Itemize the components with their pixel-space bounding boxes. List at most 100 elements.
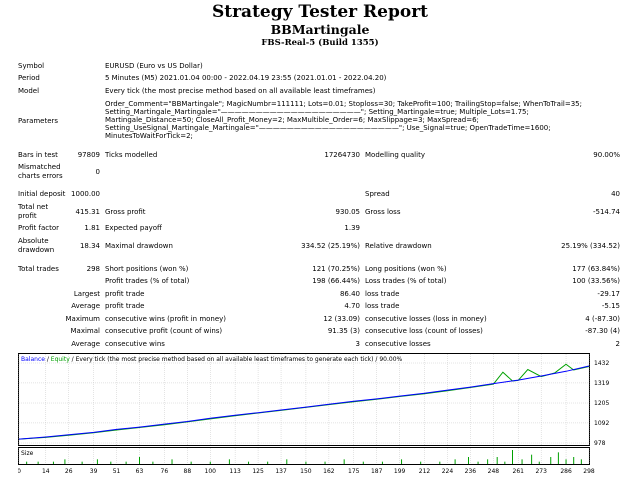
legend-sep: / — [45, 356, 51, 363]
server-build: FBS-Real-5 (Build 1355) — [261, 38, 379, 48]
x-axis-labels: 0 14 26 39 51 63 76 88 100 113 125 137 150 162 175 187 1… — [18, 468, 595, 475]
grossloss-label: Gross loss — [365, 208, 401, 216]
reldd-value: 25.19% (334.52) — [561, 242, 620, 250]
absdd-value: 18.34 — [79, 242, 100, 250]
x-tick-label: 39 — [90, 468, 98, 475]
size-grid — [18, 448, 590, 464]
reldd-label: Relative drawdown — [365, 242, 432, 250]
netprofit-value: 415.31 — [75, 208, 101, 216]
y-tick-label: 1092 — [594, 420, 609, 427]
maximal-label: Maximal — [70, 327, 100, 335]
y-tick-label: 1319 — [594, 380, 609, 387]
average-pt-value: 4.70 — [344, 302, 360, 310]
parameters-value: Order_Comment="BBMartingale"; MagicNumbr… — [105, 100, 582, 140]
size-label: Size — [21, 450, 34, 457]
x-tick-label: 187 — [371, 468, 383, 475]
max-cw-value: 12 (33.09) — [323, 315, 360, 323]
lt-label: Loss trades (% of total) — [365, 277, 447, 285]
deposit-label: Initial deposit — [18, 190, 66, 198]
series-lines — [18, 363, 590, 440]
quality-label: Modelling quality — [365, 151, 425, 159]
x-tick-label: 51 — [113, 468, 121, 475]
average-pt-label: profit trade — [105, 302, 145, 310]
maxdd-label: Maximal drawdown — [105, 242, 173, 250]
ticks-value: 17264730 — [324, 151, 360, 159]
average-lt-label: loss trade — [365, 302, 400, 310]
y-tick-label: 1205 — [594, 400, 609, 407]
avg-cl-value: 2 — [615, 340, 620, 348]
x-tick-label: 162 — [323, 468, 335, 475]
expert-name: BBMartingale — [270, 22, 370, 37]
legend-balance: Balance — [21, 356, 45, 363]
report-title: Strategy Tester Report — [211, 2, 429, 22]
mismatch-label-1: Mismatched — [18, 163, 61, 171]
y-tick-label: 1432 — [594, 360, 609, 367]
symbol-label: Symbol — [18, 62, 45, 70]
x-tick-label: 273 — [535, 468, 547, 475]
x-tick-label: 286 — [560, 468, 572, 475]
symbol-value: EURUSD (Euro vs US Dollar) — [105, 62, 203, 70]
model-value: Every tick (the most precise method base… — [105, 87, 376, 95]
model-label: Model — [18, 87, 40, 95]
x-tick-label: 76 — [161, 468, 169, 475]
largest-pt-value: 86.40 — [339, 290, 360, 298]
x-tick-label: 88 — [184, 468, 192, 475]
x-tick-label: 63 — [136, 468, 144, 475]
largest-pt-label: profit trade — [105, 290, 145, 298]
x-tick-label: 0 — [18, 468, 21, 475]
period-label: Period — [18, 74, 40, 82]
max-cl-label: consecutive losses (loss in money) — [365, 315, 487, 323]
long-label: Long positions (won %) — [365, 265, 447, 273]
netprofit-label-1: Total net — [18, 203, 49, 211]
max-cw-label: consecutive wins (profit in money) — [105, 315, 227, 323]
x-tick-label: 175 — [348, 468, 360, 475]
grossloss-value: -514.74 — [592, 208, 620, 216]
maximal-cp-label: consecutive profit (count of wins) — [105, 327, 223, 335]
absdd-label-2: drawdown — [18, 246, 55, 254]
y-tick-label: 978 — [594, 440, 606, 447]
x-tick-label: 14 — [42, 468, 50, 475]
x-tick-label: 224 — [442, 468, 454, 475]
maximum-label: Maximum — [65, 315, 101, 323]
legend-equity: Equity — [51, 356, 70, 363]
max-cl-value: 4 (-87.30) — [585, 315, 620, 323]
lt-value: 100 (33.56%) — [572, 277, 620, 285]
x-tick-label: 261 — [513, 468, 525, 475]
maxdd-value: 334.52 (25.19%) — [301, 242, 360, 250]
payoff-label: Expected payoff — [105, 224, 162, 232]
largest-lt-value: -29.17 — [597, 290, 620, 298]
deposit-value: 1000.00 — [71, 190, 100, 198]
trades-value: 298 — [86, 265, 100, 273]
maximal-cl-label: consecutive loss (count of losses) — [365, 327, 483, 335]
ticks-label: Ticks modelled — [105, 151, 158, 159]
mismatch-label-2: charts errors — [18, 172, 63, 180]
series-balance-line — [18, 365, 590, 440]
x-tick-label: 236 — [465, 468, 477, 475]
avg-cl-label: consecutive losses — [365, 340, 431, 348]
netprofit-label-2: profit — [18, 212, 37, 220]
spread-label: Spread — [365, 190, 390, 198]
pf-label: Profit factor — [18, 224, 59, 232]
grossprofit-value: 930.05 — [335, 208, 361, 216]
x-tick-label: 26 — [65, 468, 73, 475]
mismatch-value: 0 — [95, 168, 100, 176]
size-plot-frame — [18, 447, 590, 465]
x-tick-label: 298 — [583, 468, 595, 475]
short-label: Short positions (won %) — [105, 265, 189, 273]
bars-label: Bars in test — [18, 151, 58, 159]
parameters-label: Parameters — [18, 117, 59, 125]
maximal-cp-value: 91.35 (3) — [327, 327, 360, 335]
pt-label: Profit trades (% of total) — [105, 277, 190, 285]
x-tick-label: 150 — [300, 468, 312, 475]
x-tick-label: 100 — [205, 468, 217, 475]
pt-value: 198 (66.44%) — [312, 277, 360, 285]
x-tick-label: 199 — [394, 468, 406, 475]
largest-lt-label: loss trade — [365, 290, 400, 298]
x-tick-label: 113 — [229, 468, 241, 475]
period-value: 5 Minutes (M5) 2021.01.04 00:00 - 2022.0… — [105, 74, 387, 82]
avg-cw-value: 3 — [355, 340, 360, 348]
legend-rest: / Every tick (the most precise method ba… — [70, 356, 403, 363]
maximal-cl-value: -87.30 (4) — [585, 327, 620, 335]
x-tick-label: 137 — [275, 468, 287, 475]
x-tick-label: 212 — [419, 468, 431, 475]
